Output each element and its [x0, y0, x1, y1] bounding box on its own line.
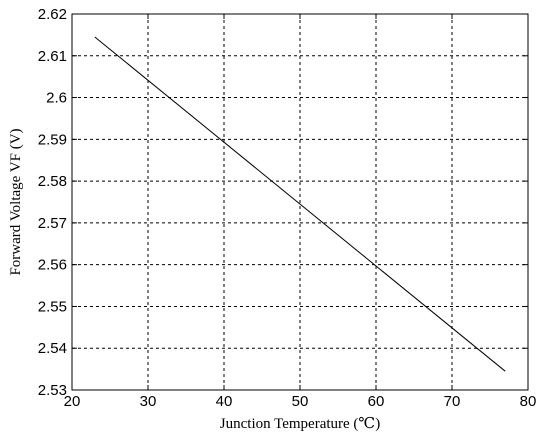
x-tick-label: 50 — [292, 393, 309, 410]
y-tick-label: 2.56 — [38, 257, 67, 274]
tick-labels: 20 30 40 50 60 70 80 2.53 2.54 2.55 2.56 2.57 2.58 2.… — [38, 6, 537, 410]
y-tick-label: 2.62 — [38, 6, 67, 23]
y-axis-title: Forward Voltage VF (V) — [8, 128, 24, 275]
y-tick-label: 2.6 — [46, 90, 67, 107]
x-axis-title: Junction Temperature (℃) — [220, 416, 380, 432]
y-tick-label: 2.55 — [38, 298, 67, 315]
tick-marks — [71, 13, 529, 391]
x-tick-label: 30 — [140, 393, 157, 410]
x-tick-label: 80 — [520, 393, 537, 410]
series-line — [94, 36, 506, 372]
y-tick-label: 2.53 — [38, 382, 67, 399]
y-tick-label: 2.59 — [38, 131, 67, 148]
y-tick-label: 2.61 — [38, 48, 67, 65]
y-tick-label: 2.58 — [38, 173, 67, 190]
x-tick-label: 60 — [368, 393, 385, 410]
y-tick-label: 2.54 — [38, 340, 67, 357]
x-tick-label: 70 — [444, 393, 461, 410]
grid — [72, 14, 528, 390]
series-layer — [94, 36, 506, 372]
x-tick-label: 40 — [216, 393, 233, 410]
y-tick-label: 2.57 — [38, 215, 67, 232]
x-tick-label: 20 — [64, 393, 81, 410]
